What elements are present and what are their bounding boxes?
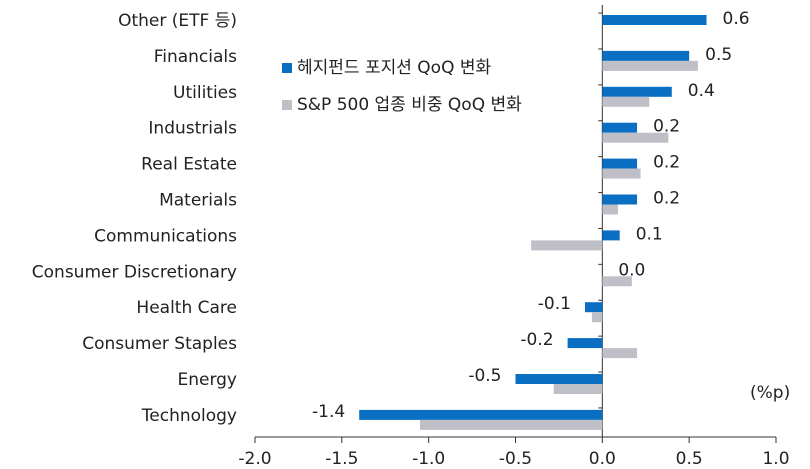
data-label: -0.2	[520, 330, 553, 350]
legend-swatch	[282, 63, 292, 73]
bar	[602, 132, 669, 143]
data-label: 0.4	[688, 81, 715, 101]
bar	[359, 409, 603, 420]
data-label: 0.1	[636, 224, 663, 244]
legend-swatch	[282, 100, 292, 110]
data-label: 0.0	[618, 260, 645, 280]
bar	[591, 312, 603, 323]
data-label: -1.4	[312, 402, 345, 422]
legend-label: 헤지펀드 포지션 QoQ 변화	[297, 58, 491, 78]
bar	[602, 204, 618, 215]
bar	[515, 374, 603, 384]
y-tick-label: Consumer Staples	[82, 334, 237, 354]
data-label: 0.2	[653, 117, 680, 137]
bar	[584, 302, 603, 313]
bar	[419, 419, 603, 430]
x-tick-label: -1.0	[412, 449, 445, 469]
y-tick-label: Technology	[141, 406, 237, 426]
bar	[602, 168, 641, 179]
y-tick-label: Health Care	[136, 298, 237, 318]
x-tick-label: -0.5	[499, 449, 532, 469]
data-label: 0.5	[705, 45, 732, 65]
y-tick-label: Other (ETF 등)	[118, 11, 237, 31]
y-tick-label: Communications	[94, 226, 237, 246]
y-tick-label: Utilities	[173, 83, 237, 103]
bar	[602, 158, 638, 169]
bar	[553, 384, 603, 394]
y-tick-label: Materials	[159, 191, 237, 211]
x-tick-label: 0.0	[589, 449, 616, 469]
bar	[602, 50, 690, 61]
x-tick-label: -1.5	[325, 449, 358, 469]
bar	[602, 194, 638, 205]
bar	[602, 122, 638, 133]
bar	[567, 338, 603, 349]
y-tick-label: Financials	[154, 47, 237, 67]
y-tick-label: Industrials	[148, 119, 237, 139]
data-label: 0.6	[723, 9, 750, 29]
bar	[602, 15, 707, 25]
data-label: -0.1	[538, 294, 571, 314]
bar	[602, 86, 672, 97]
data-label: 0.2	[653, 153, 680, 173]
legend-label: S&P 500 업종 비중 QoQ 변화	[297, 95, 522, 115]
x-tick-label: 1.0	[762, 449, 789, 469]
bar	[531, 240, 603, 251]
bar	[602, 96, 650, 107]
x-tick-label: -2.0	[238, 449, 271, 469]
bar	[602, 230, 620, 241]
y-tick-label: Consumer Discretionary	[32, 262, 237, 282]
bar	[602, 60, 698, 71]
y-tick-label: Energy	[177, 370, 237, 390]
unit-annotation: (%p)	[750, 383, 790, 403]
data-label: -0.5	[468, 366, 501, 386]
y-tick-label: Real Estate	[141, 155, 237, 175]
data-label: 0.2	[653, 189, 680, 209]
bar	[602, 276, 632, 287]
bar	[602, 348, 638, 359]
x-tick-label: 0.5	[676, 449, 703, 469]
